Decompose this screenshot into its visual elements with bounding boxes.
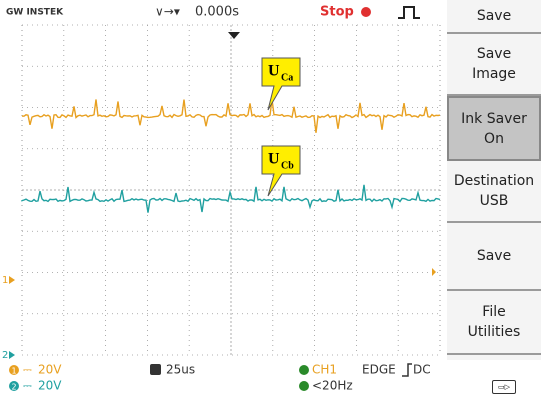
display: GW INSTEK ∨→▾ 0.000s Stop U Ca U Cb 1 2 … bbox=[0, 0, 447, 398]
menu-title: Save bbox=[447, 0, 541, 34]
callout-main: U bbox=[268, 63, 280, 80]
callout-sub: Ca bbox=[281, 72, 293, 83]
ch2-scale: 20V bbox=[38, 379, 62, 393]
run-state: Stop bbox=[320, 5, 354, 20]
callout-sub: Cb bbox=[281, 160, 294, 171]
brand: GW INSTEK bbox=[6, 8, 64, 18]
callout-main: U bbox=[268, 151, 280, 168]
coupling: ⎓ bbox=[23, 363, 32, 376]
menu-text: Destination bbox=[454, 171, 534, 191]
trigger-coupling: DC bbox=[413, 363, 431, 377]
scope-screen: GW INSTEK ∨→▾ 0.000s Stop U Ca U Cb 1 2 … bbox=[0, 0, 541, 398]
ch2-badge: 2 bbox=[11, 383, 16, 392]
ch1-scale: 20V bbox=[38, 363, 62, 377]
menu-text: USB bbox=[480, 191, 509, 211]
menu-text: Save bbox=[477, 44, 511, 64]
menu-text: Image bbox=[472, 64, 516, 84]
menu-item[interactable]: Save bbox=[447, 223, 541, 291]
trigger-source: CH1 bbox=[312, 363, 337, 377]
menu-text: File bbox=[482, 302, 505, 322]
menu-text: Save bbox=[477, 246, 511, 266]
time-offset: 0.000s bbox=[195, 5, 239, 20]
ch1-marker: 1 bbox=[2, 275, 8, 286]
menu-text: Utilities bbox=[468, 322, 521, 342]
menu-text: Ink Saver bbox=[461, 109, 527, 129]
menu-text: On bbox=[484, 129, 504, 149]
coupling: ⎓ bbox=[23, 379, 32, 392]
ch2-marker: 2 bbox=[2, 350, 8, 361]
usb-icon: ▭▷ bbox=[492, 380, 516, 394]
trigger-type: EDGE bbox=[362, 363, 396, 377]
ch1-badge: 1 bbox=[11, 367, 16, 376]
timebase: 25us bbox=[166, 363, 195, 377]
arrows: ∨→▾ bbox=[155, 5, 180, 19]
frequency: <20Hz bbox=[312, 379, 353, 393]
